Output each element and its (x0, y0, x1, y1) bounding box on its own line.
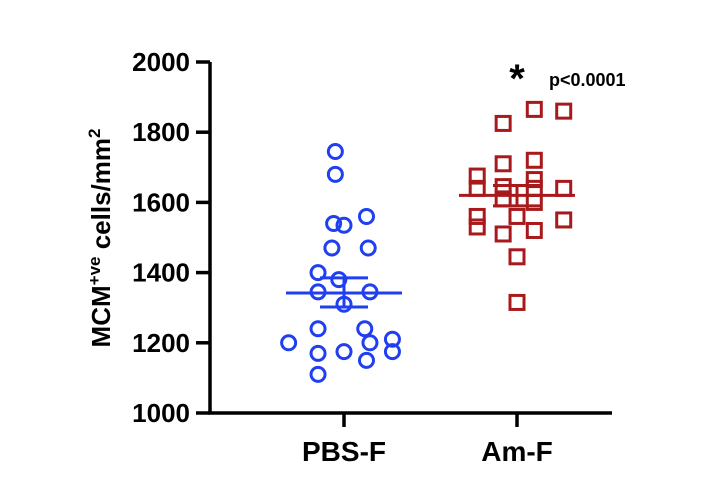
data-point (494, 155, 512, 173)
data-point (525, 179, 543, 197)
series-pbs-f (280, 143, 402, 383)
data-point (357, 207, 375, 225)
y-tick-label: 1200 (132, 328, 190, 358)
y-tick-label: 2000 (132, 47, 190, 77)
data-point (309, 365, 327, 383)
data-point (525, 100, 543, 118)
data-point (326, 143, 344, 161)
significance-star: * (509, 57, 525, 101)
x-tick-label: Am-F (481, 436, 553, 467)
p-value-label: p<0.0001 (549, 70, 626, 90)
x-tick-label: PBS-F (302, 436, 386, 467)
data-point (468, 207, 486, 225)
data-point (494, 114, 512, 132)
data-point (309, 264, 327, 282)
x-axis-ticks: PBS-F Am-F (302, 413, 553, 467)
data-point (508, 248, 526, 266)
data-point (335, 343, 353, 361)
y-tick-label: 1000 (132, 398, 190, 428)
data-point (383, 330, 401, 348)
data-series (280, 100, 575, 383)
data-point (555, 179, 573, 197)
data-point (361, 334, 379, 352)
data-point (309, 344, 327, 362)
y-tick-label: 1600 (132, 187, 190, 217)
data-point (468, 167, 486, 185)
y-axis-label-rest: cells/mm (86, 138, 116, 257)
data-point (468, 218, 486, 236)
data-point (280, 334, 298, 352)
y-axis-ticks: 1000 1200 1400 1600 1800 2000 (132, 47, 210, 428)
data-point (330, 271, 348, 289)
y-axis-label-sup2: 2 (85, 129, 104, 138)
data-point (508, 293, 526, 311)
data-point (494, 225, 512, 243)
series-am-f (459, 100, 575, 311)
data-point (508, 207, 526, 225)
data-point (525, 151, 543, 169)
data-point (325, 214, 343, 232)
y-tick-label: 1400 (132, 258, 190, 288)
y-axis-label: MCM+ve cells/mm2 (85, 129, 116, 348)
data-point (525, 221, 543, 239)
data-point (335, 216, 353, 234)
data-point (555, 211, 573, 229)
data-point (356, 320, 374, 338)
data-point (309, 320, 327, 338)
y-axis-label-sup: +ve (85, 257, 104, 286)
data-point (383, 343, 401, 361)
data-point (555, 102, 573, 120)
y-tick-label: 1800 (132, 117, 190, 147)
data-point (359, 239, 377, 257)
data-point (323, 239, 341, 257)
data-point (326, 165, 344, 183)
data-point (357, 351, 375, 369)
